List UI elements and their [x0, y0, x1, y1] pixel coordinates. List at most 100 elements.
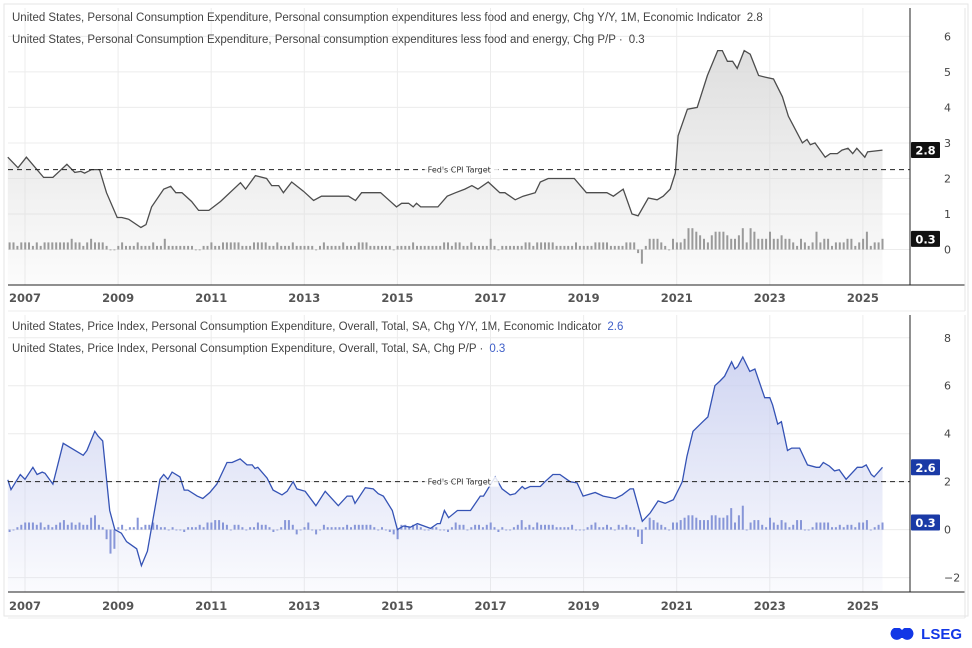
pp-bar — [811, 527, 814, 530]
pp-bar — [586, 245, 589, 250]
pp-bar — [439, 245, 442, 250]
pp-bar — [194, 527, 197, 530]
pp-bar — [225, 524, 228, 530]
pp-bar — [125, 529, 127, 531]
pp-bar — [788, 238, 791, 250]
pp-bar — [637, 529, 640, 537]
pp-bar — [303, 527, 306, 530]
pp-bar — [679, 520, 682, 530]
pp-bar — [772, 238, 775, 250]
lseg-logo-icon — [889, 627, 916, 642]
pp-bar — [815, 231, 818, 250]
pp-bar — [644, 527, 647, 530]
pp-bar — [276, 242, 279, 250]
pp-bar — [187, 527, 190, 530]
pp-bar — [167, 529, 170, 531]
pp-bar — [505, 529, 508, 531]
legend-label: United States, Price Index, Personal Con… — [12, 343, 484, 355]
pp-bar — [214, 245, 217, 250]
pp-bar — [478, 524, 480, 530]
pp-bar — [229, 529, 232, 531]
pp-bar — [606, 524, 608, 530]
pp-bar — [431, 527, 434, 530]
pp-bar — [470, 527, 473, 530]
pp-bar — [800, 520, 802, 530]
pp-bar — [70, 522, 73, 530]
pp-bar — [846, 238, 849, 250]
pp-bar — [82, 245, 85, 250]
pp-bar — [268, 527, 271, 530]
pp-bar — [447, 529, 449, 532]
pp-bar — [140, 527, 143, 530]
pp-bar — [435, 245, 438, 250]
pp-bar — [334, 245, 337, 250]
pp-bar — [233, 524, 236, 530]
logo-text: LSEG — [921, 626, 962, 643]
pp-bar — [159, 245, 162, 250]
pp-bar — [66, 242, 69, 250]
y-tick-label: 8 — [944, 332, 951, 345]
pp-bar — [652, 520, 655, 530]
pp-bar — [179, 245, 182, 250]
pp-bar — [94, 515, 96, 530]
pp-bar — [365, 524, 368, 530]
pp-bar — [524, 527, 527, 530]
bottom-legend-pp: United States, Price Index, Personal Con… — [12, 343, 505, 355]
pp-bar — [377, 529, 380, 531]
pp-bar — [765, 238, 768, 250]
pp-bar — [745, 242, 748, 250]
pp-bar — [679, 242, 682, 250]
pp-bar — [241, 527, 244, 530]
pp-bar — [598, 242, 601, 250]
pp-bar — [148, 524, 151, 530]
pp-bar — [854, 527, 857, 530]
pp-bar — [245, 529, 248, 531]
pp-bar — [823, 238, 826, 250]
pp-bar — [450, 527, 453, 530]
pp-bar — [737, 235, 740, 250]
pp-bar — [575, 529, 577, 531]
value-badge — [911, 230, 940, 247]
pp-bar — [803, 529, 806, 531]
pp-bar — [869, 529, 872, 531]
pp-bar — [214, 520, 217, 530]
pp-bar — [121, 524, 124, 530]
y-tick-label: 4 — [944, 101, 951, 114]
pp-bar — [606, 242, 608, 250]
y-tick-label: 6 — [944, 380, 951, 393]
pp-bar — [648, 517, 651, 530]
pp-bar — [637, 249, 640, 254]
pp-bar — [536, 522, 539, 530]
pp-bar — [373, 245, 376, 250]
top-legend-yoy: United States, Personal Consumption Expe… — [12, 12, 763, 24]
y-tick-label: 1 — [944, 208, 951, 221]
pp-bar — [544, 242, 546, 250]
top-panel: Fed's CPI Target 0 1 2 3 4 5 6 2.8 0.3 2007 2009 201… — [7, 8, 966, 312]
pp-bar — [718, 231, 721, 250]
pp-bar — [706, 242, 709, 250]
pp-bar — [280, 527, 283, 530]
pp-bar — [369, 245, 372, 250]
pp-bar — [664, 527, 667, 530]
fed-target-label: Fed's CPI Target — [428, 478, 491, 487]
pp-bar — [334, 527, 337, 530]
x-tick-label: 2013 — [288, 599, 320, 613]
value-badge-text: 0.3 — [915, 232, 935, 246]
pp-bar — [567, 527, 570, 530]
pp-bar — [668, 249, 671, 251]
pp-bar — [396, 529, 399, 540]
pp-bar — [322, 524, 325, 530]
pp-bar — [249, 527, 252, 530]
pp-bar — [404, 245, 407, 250]
pp-bar — [555, 245, 558, 250]
pp-bar — [877, 242, 880, 250]
pp-bar — [850, 524, 853, 530]
pp-bar — [392, 249, 395, 251]
pp-bar — [462, 245, 465, 250]
pp-bar — [656, 522, 659, 530]
pp-bar — [225, 242, 228, 250]
pp-bar — [144, 524, 147, 530]
pp-bar — [706, 520, 709, 530]
pp-bar — [365, 242, 368, 250]
pp-bar — [86, 242, 89, 250]
